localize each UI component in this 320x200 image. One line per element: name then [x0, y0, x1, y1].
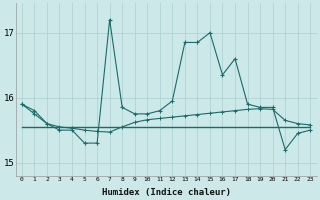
X-axis label: Humidex (Indice chaleur): Humidex (Indice chaleur) — [101, 188, 231, 197]
